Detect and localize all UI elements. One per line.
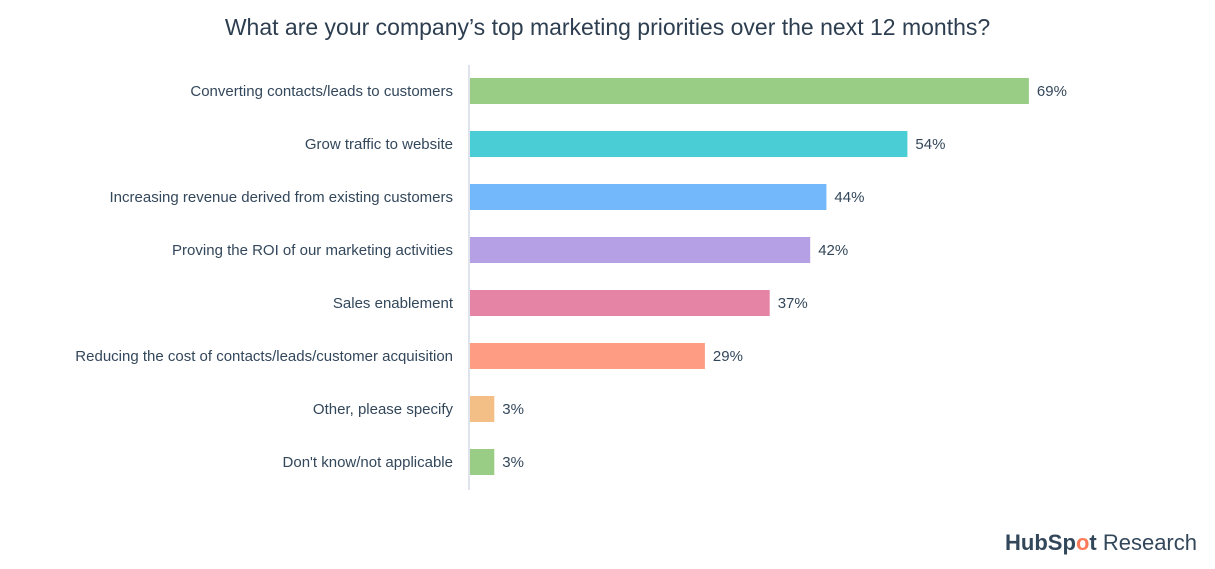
bar [470,184,827,210]
value-label: 44% [834,189,864,206]
category-label: Don't know/not applicable [283,454,453,471]
bar [470,237,811,263]
category-label: Other, please specify [313,401,454,418]
value-label: 3% [502,454,524,471]
category-label: Sales enablement [333,295,454,312]
value-label: 3% [502,401,524,418]
value-label: 29% [713,348,743,365]
category-label: Converting contacts/leads to customers [190,83,453,100]
category-label: Reducing the cost of contacts/leads/cust… [75,348,453,365]
value-label: 69% [1037,83,1067,100]
category-label: Grow traffic to website [305,136,453,153]
bar [470,131,908,157]
value-label: 37% [778,295,808,312]
category-label: Proving the ROI of our marketing activit… [172,242,453,259]
bar [470,78,1029,104]
category-label: Increasing revenue derived from existing… [110,189,454,206]
value-label: 54% [915,136,945,153]
hubspot-research-logo: HubSpot Research [1005,530,1197,556]
bar [470,343,705,369]
bar [470,449,495,475]
logo-suffix: Research [1096,530,1197,555]
logo-brand-text-end: t [1089,530,1097,555]
sprocket-icon: o [1075,530,1090,555]
bar [470,396,495,422]
bar [470,290,770,316]
logo-brand-text: HubSp [1005,530,1076,555]
chart-title: What are your company’s top marketing pr… [224,14,991,40]
value-label: 42% [818,242,848,259]
